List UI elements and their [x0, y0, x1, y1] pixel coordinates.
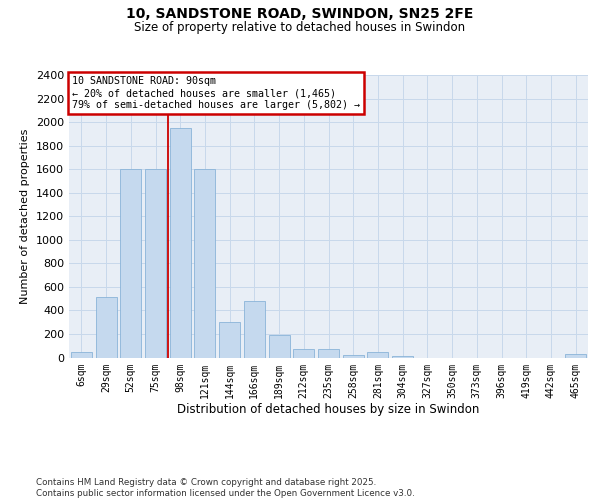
Bar	[71, 352, 92, 358]
Bar	[120, 169, 141, 358]
Bar	[95, 298, 116, 358]
Bar	[367, 352, 388, 358]
Bar	[244, 301, 265, 358]
Bar	[318, 348, 339, 358]
Bar	[392, 356, 413, 358]
Bar	[145, 169, 166, 358]
Bar	[269, 334, 290, 357]
Bar	[343, 354, 364, 358]
Text: 10, SANDSTONE ROAD, SWINDON, SN25 2FE: 10, SANDSTONE ROAD, SWINDON, SN25 2FE	[127, 8, 473, 22]
Bar	[293, 348, 314, 358]
X-axis label: Distribution of detached houses by size in Swindon: Distribution of detached houses by size …	[178, 403, 479, 416]
Y-axis label: Number of detached properties: Number of detached properties	[20, 128, 31, 304]
Bar	[170, 128, 191, 358]
Text: Size of property relative to detached houses in Swindon: Size of property relative to detached ho…	[134, 21, 466, 34]
Bar	[194, 169, 215, 358]
Bar	[565, 354, 586, 358]
Text: Contains HM Land Registry data © Crown copyright and database right 2025.
Contai: Contains HM Land Registry data © Crown c…	[36, 478, 415, 498]
Text: 10 SANDSTONE ROAD: 90sqm
← 20% of detached houses are smaller (1,465)
79% of sem: 10 SANDSTONE ROAD: 90sqm ← 20% of detach…	[71, 76, 359, 110]
Bar	[219, 322, 240, 358]
